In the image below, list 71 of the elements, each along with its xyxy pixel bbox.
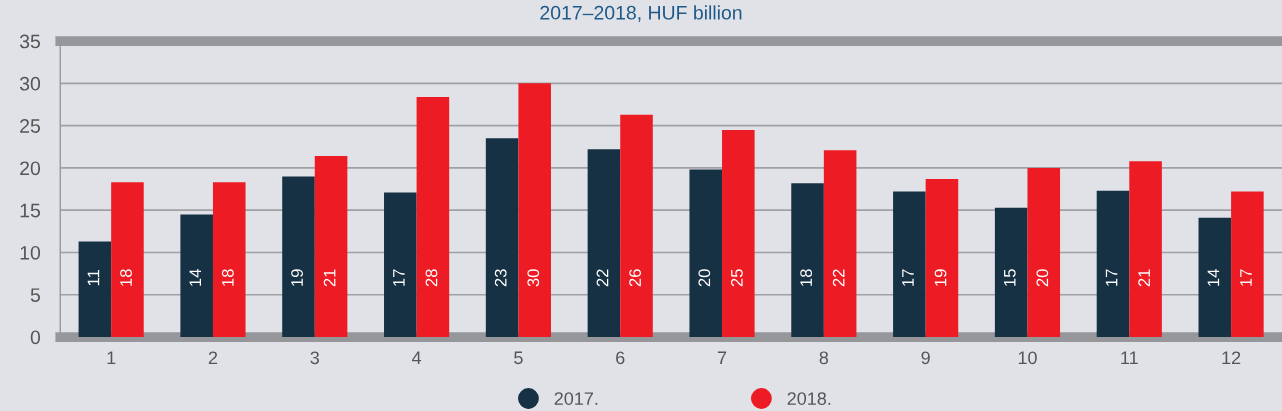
y-tick-label: 15 bbox=[20, 203, 40, 218]
bar bbox=[1027, 167, 1061, 338]
legend-label: 2018. bbox=[787, 392, 831, 405]
x-tick-label: 4 bbox=[411, 351, 422, 364]
bar bbox=[384, 192, 417, 338]
bar bbox=[1231, 191, 1264, 338]
bar bbox=[485, 138, 519, 338]
bar bbox=[282, 176, 315, 338]
chart-subtitle: 2017–2018, HUF billion bbox=[540, 5, 742, 22]
x-tick-label: 11 bbox=[1121, 351, 1138, 364]
bar bbox=[1096, 190, 1130, 338]
y-tick-label: 0 bbox=[30, 330, 41, 345]
x-tick-label: 6 bbox=[616, 351, 625, 365]
bar bbox=[620, 114, 653, 338]
data-label: 15 bbox=[1004, 269, 1016, 286]
bar bbox=[212, 182, 246, 338]
bar bbox=[893, 191, 926, 338]
data-label: 21 bbox=[323, 269, 336, 287]
data-label: 20 bbox=[698, 269, 711, 287]
bar bbox=[314, 156, 348, 338]
data-label: 28 bbox=[425, 269, 438, 287]
y-tick-label: 30 bbox=[19, 76, 41, 91]
data-label: 26 bbox=[629, 269, 641, 287]
data-label: 22 bbox=[596, 269, 609, 287]
bar bbox=[1129, 161, 1162, 338]
data-label: 19 bbox=[291, 269, 303, 286]
bar bbox=[587, 149, 621, 338]
bar bbox=[994, 207, 1028, 338]
bar bbox=[416, 96, 450, 338]
data-label: 25 bbox=[730, 269, 743, 287]
legend-label: 2017. bbox=[554, 392, 598, 405]
bar bbox=[518, 83, 551, 338]
data-label: 18 bbox=[120, 269, 132, 286]
y-tick-label: 10 bbox=[20, 245, 41, 260]
x-tick-label: 9 bbox=[921, 351, 930, 365]
bar bbox=[1198, 217, 1232, 338]
bar bbox=[823, 150, 857, 338]
data-label: 14 bbox=[189, 269, 201, 286]
bar bbox=[689, 169, 723, 338]
data-label: 22 bbox=[832, 269, 845, 287]
data-label: 30 bbox=[527, 269, 540, 287]
bar bbox=[925, 178, 959, 338]
data-label: 20 bbox=[1036, 269, 1049, 287]
data-label: 18 bbox=[221, 269, 234, 286]
data-label: 17 bbox=[393, 269, 405, 286]
bar bbox=[78, 241, 112, 338]
y-tick-label: 5 bbox=[30, 288, 40, 302]
bar bbox=[111, 182, 144, 338]
x-tick-label: 10 bbox=[1018, 351, 1037, 365]
x-tick-label: 12 bbox=[1222, 351, 1241, 364]
y-tick-label: 35 bbox=[19, 34, 40, 49]
x-tick-label: 5 bbox=[514, 351, 523, 365]
data-label: 23 bbox=[494, 269, 507, 287]
data-label: 17 bbox=[1105, 269, 1118, 286]
bar bbox=[791, 183, 824, 338]
data-label: 14 bbox=[1207, 269, 1220, 286]
data-label: 18 bbox=[800, 269, 813, 286]
y-tick-label: 20 bbox=[20, 161, 41, 176]
data-label: 17 bbox=[1240, 269, 1252, 286]
x-tick-label: 7 bbox=[717, 351, 727, 364]
bar bbox=[722, 129, 755, 338]
data-label: 21 bbox=[1138, 269, 1150, 287]
x-tick-label: 1 bbox=[107, 351, 116, 364]
data-label: 11 bbox=[87, 269, 100, 286]
data-label: 17 bbox=[902, 269, 914, 286]
bar bbox=[180, 214, 213, 338]
x-tick-label: 3 bbox=[310, 351, 320, 365]
x-tick-label: 8 bbox=[819, 351, 829, 365]
y-tick-label: 25 bbox=[20, 119, 40, 133]
data-label: 19 bbox=[934, 269, 947, 286]
x-tick-label: 2 bbox=[208, 351, 218, 364]
